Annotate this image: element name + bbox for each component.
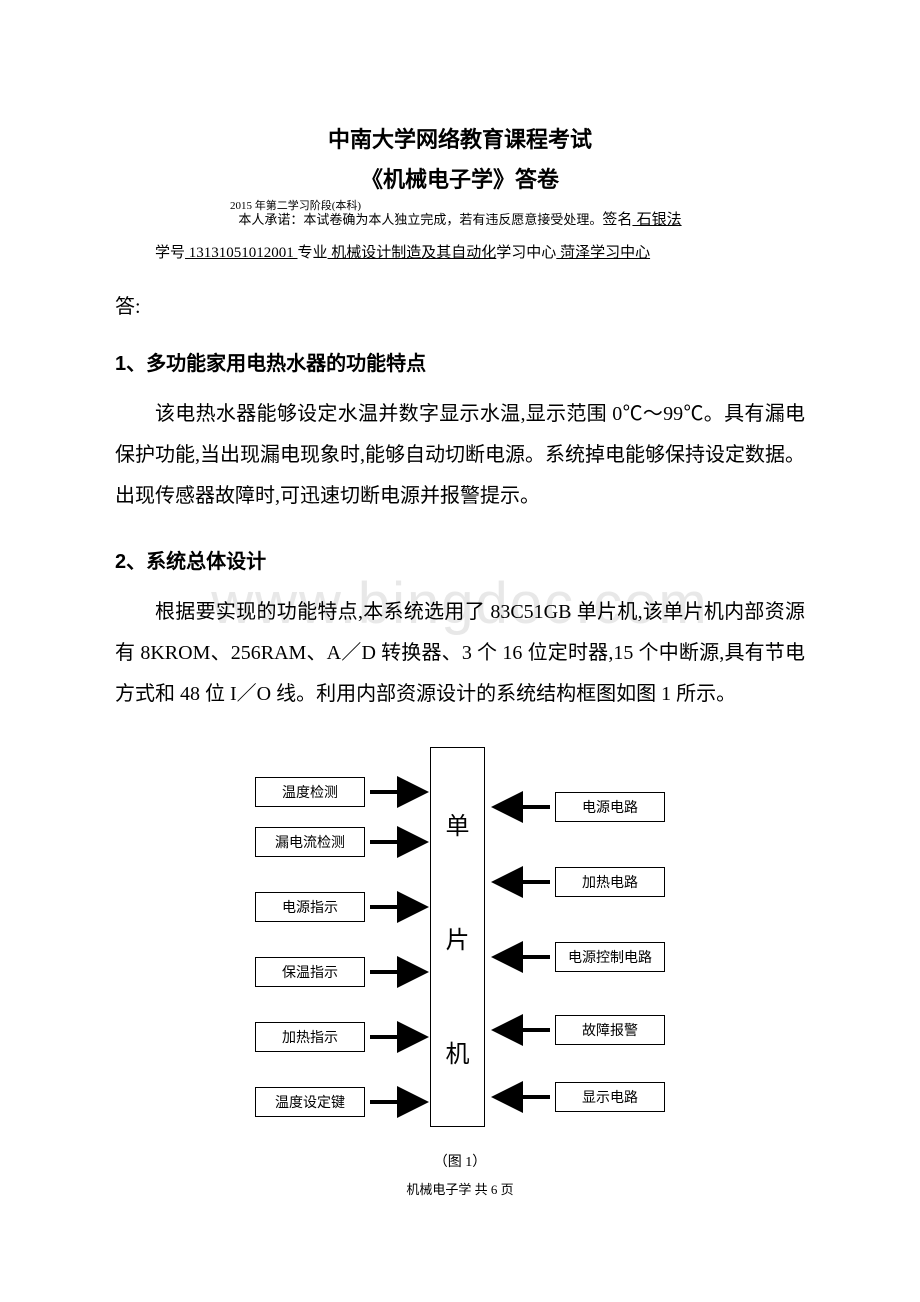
header-note: 2015 年第二学习阶段(本科)	[230, 197, 361, 213]
section-2-para: 根据要实现的功能特点,本系统选用了 83C51GB 单片机,该单片机内部资源有 …	[115, 592, 805, 715]
left-box-5: 温度设定键	[255, 1087, 365, 1117]
block-diagram: 单 片 机 温度检测 漏电流检测 电源指示 保温指示 加热指示 温度设定键 电源…	[115, 747, 805, 1147]
declaration-text: 本人承诺：本试卷确为本人独立完成，若有违反愿意接受处理。	[238, 212, 602, 227]
section-1-heading: 1、多功能家用电热水器的功能特点	[115, 347, 805, 376]
section-2-heading: 2、系统总体设计	[115, 545, 805, 574]
section-1-para: 该电热水器能够设定水温并数字显示水温,显示范围 0℃～99℃。具有漏电保护功能,…	[115, 394, 805, 517]
major-label: 专业	[298, 245, 328, 261]
center: 菏泽学习中心	[556, 245, 650, 261]
right-box-2: 电源控制电路	[555, 942, 665, 972]
right-box-0: 电源电路	[555, 792, 665, 822]
right-box-3: 故障报警	[555, 1015, 665, 1045]
title-block: 中南大学网络教育课程考试 《机械电子学》答卷	[115, 122, 805, 194]
center-label: 学习中心	[496, 245, 556, 261]
title-line-2: 《机械电子学》答卷	[115, 162, 805, 194]
declaration: 本人承诺：本试卷确为本人独立完成，若有违反愿意接受处理。签名 石银法	[115, 208, 805, 229]
student-info: 学号 13131051012001 专业 机械设计制造及其自动化学习中心 菏泽学…	[115, 241, 805, 262]
diagram-center-box: 单 片 机	[430, 747, 485, 1127]
title-line-1: 中南大学网络教育课程考试	[115, 122, 805, 154]
center-char-1: 片	[446, 920, 470, 955]
signature-label: 签名	[602, 211, 632, 228]
left-box-2: 电源指示	[255, 892, 365, 922]
major: 机械设计制造及其自动化	[328, 245, 497, 261]
diagram-inner: 单 片 机 温度检测 漏电流检测 电源指示 保温指示 加热指示 温度设定键 电源…	[215, 747, 705, 1147]
answer-label: 答:	[115, 290, 805, 319]
left-box-3: 保温指示	[255, 957, 365, 987]
page-footer: 机械电子学 共 6 页	[115, 1179, 805, 1198]
left-box-1: 漏电流检测	[255, 827, 365, 857]
right-box-1: 加热电路	[555, 867, 665, 897]
student-no-label: 学号	[155, 245, 185, 261]
left-box-4: 加热指示	[255, 1022, 365, 1052]
center-char-2: 机	[446, 1034, 470, 1069]
diagram-caption: （图 1）	[115, 1151, 805, 1171]
right-box-4: 显示电路	[555, 1082, 665, 1112]
center-char-0: 单	[446, 806, 470, 841]
left-box-0: 温度检测	[255, 777, 365, 807]
signature-name: 石银法	[632, 211, 681, 228]
student-no: 13131051012001	[185, 245, 298, 261]
content: 2015 年第二学习阶段(本科) 中南大学网络教育课程考试 《机械电子学》答卷 …	[115, 122, 805, 1198]
